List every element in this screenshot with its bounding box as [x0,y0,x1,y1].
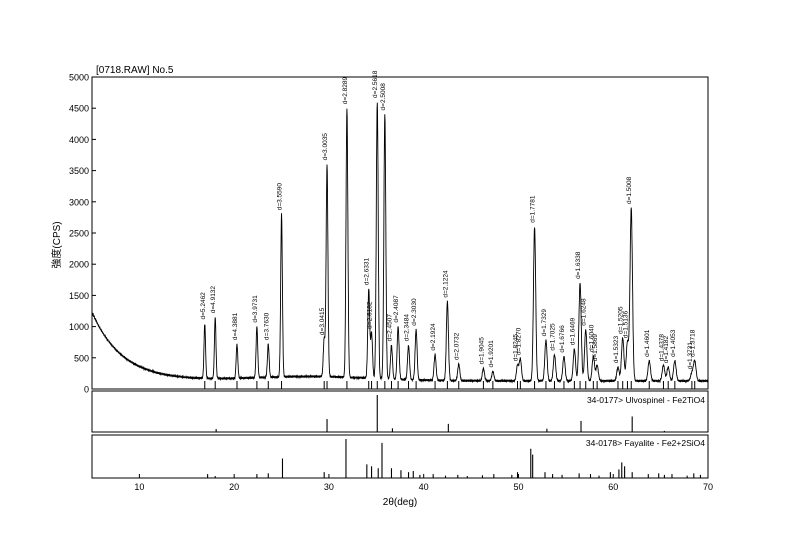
peak-label: d=4.3881 [232,312,239,340]
peak-label: d=1.3718 [690,329,697,357]
peak-label: d=1.5008 [626,176,633,204]
main-pattern-panel: 0 500 1000 1500 2000 2500 3000 3500 4000 4500 5000… [69,70,709,395]
peak-label: d=2.6182 [367,301,374,329]
peak-label: d=1.6248 [581,298,588,326]
peak-label: d=1.3731 [687,342,694,370]
peak-label: d=1.9201 [488,340,495,368]
peak-label: d=1.8270 [515,327,522,355]
peak-label: d=2.3030 [411,298,418,326]
peak-label: d=2.8289 [342,77,349,105]
y-tick-label: 1000 [69,322,89,332]
peak-label: d=1.6338 [575,251,582,279]
peak-label: d=1.6469 [569,317,576,345]
x-axis-label: 2θ(deg) [383,497,417,508]
x-tick-label: 20 [229,482,239,492]
chart-title: [0718.RAW] No.5 [96,65,174,76]
peak-label: d=1.4601 [644,329,651,357]
y-tick-label: 500 [74,353,89,363]
reference-panel-ulvospinel: 34-0177> Ulvospinel - Fe2TiO4 [91,390,709,433]
reference-frame-fayalite [91,434,709,479]
peak-label: d=2.1224 [442,270,449,298]
y-tick-label: 4500 [69,104,89,114]
x-tick-label: 60 [608,482,618,492]
y-tick-label: 0 [84,385,89,395]
peak-label: d=3.0415 [319,307,326,335]
peak-label: d=1.9045 [478,337,485,365]
y-tick-label: 3500 [69,166,89,176]
y-tick-label: 2500 [69,229,89,239]
peak-label: d=5.2462 [200,292,207,320]
peak-label: d=1.7025 [549,323,556,351]
peak-label: d=2.1924 [430,323,437,351]
x-tick-label: 40 [419,482,429,492]
peak-label: d=1.5323 [613,335,620,363]
peak-label: d=3.9731 [252,295,259,323]
peak-label: d=2.3484 [404,314,411,342]
y-axis-label: 強度(CPS) [50,221,63,268]
y-tick-label: 2000 [69,260,89,270]
peak-label: d=1.5869 [592,334,599,362]
peak-label: d=2.4507 [386,314,393,342]
peak-label: d=1.8245 [513,334,520,362]
peak-label: d=1.7329 [541,309,548,337]
y-tick-label: 5000 [69,73,89,83]
diffraction-profile-line [91,102,709,384]
peak-label: d=3.7630 [263,312,270,340]
peak-label: d=2.6331 [364,257,371,285]
peak-label: d=3.5590 [277,183,284,211]
peak-label: d=1.5205 [618,306,625,334]
reference-frame-ulvospinel [91,390,709,433]
x-tick-label: 10 [134,482,144,492]
peak-label: d=1.4378 [658,334,665,362]
peak-label: d=3.0035 [322,133,329,161]
peak-label: d=1.6040 [588,324,595,352]
peak-label: d=1.7781 [530,195,537,223]
y-tick-label: 4000 [69,135,89,145]
y-tick-label: 3000 [69,197,89,207]
x-tick-label: 70 [703,482,713,492]
peak-label: d=1.5136 [622,311,629,339]
peak-label: d=1.6766 [559,325,566,353]
x-tick-label: 30 [324,482,334,492]
y-tick-label: 1500 [69,291,89,301]
peak-label: d=2.5008 [380,83,387,111]
reference-label-ulvospinel: 34-0177> Ulvospinel - Fe2TiO4 [587,395,705,405]
peak-label: d=2.4087 [393,295,400,323]
peak-label: d=1.4182 [663,335,670,363]
peak-label: d=1.4053 [670,329,677,357]
peak-label: d=2.0732 [454,332,461,360]
x-tick-label: 50 [513,482,523,492]
reference-label-fayalite: 34-0178> Fayalite - Fe2+2SiO4 [586,438,705,448]
peak-label: d=4.9132 [210,286,217,314]
reference-panel-fayalite: 34-0178> Fayalite - Fe2+2SiO4 [91,434,709,479]
peak-label: d=2.5618 [372,70,379,98]
